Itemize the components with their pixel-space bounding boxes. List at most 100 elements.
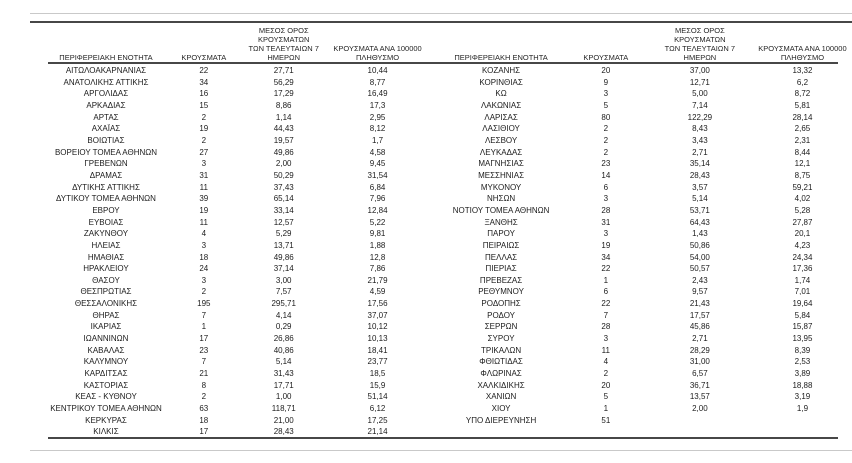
- table-row: ΣΥΡΟΥ 3 2,71 13,95: [437, 333, 852, 345]
- region-cell: ΒΟΡΕΙΟΥ ΤΟΜΕΑ ΑΘΗΝΩΝ: [54, 147, 157, 157]
- cases-cell: 6: [603, 182, 609, 192]
- region-cell: ΚΙΛΚΙΣ: [93, 427, 119, 437]
- avg7-cell: 9,57: [692, 287, 708, 297]
- table-row: ΕΥΒΟΙΑΣ 11 12,57 5,22: [48, 217, 431, 229]
- table-row: ΚΕΡΚΥΡΑΣ 18 21,00 17,25: [48, 415, 431, 427]
- avg7-cell: 44,43: [273, 124, 294, 134]
- avg7-cell: 8,43: [692, 124, 708, 134]
- region-cell: ΒΟΙΩΤΙΑΣ: [87, 135, 125, 145]
- per100k-cell: 18,41: [367, 345, 388, 355]
- table-row: ΠΙΕΡΙΑΣ 22 50,57 17,36: [437, 263, 852, 275]
- avg7-cell: 26,86: [273, 334, 294, 344]
- cases-cell: 2: [603, 135, 609, 145]
- table-row: ΝΗΣΩΝ 3 5,14 4,02: [437, 193, 852, 205]
- avg7-cell: 5,14: [692, 194, 708, 204]
- cases-cell: 5: [603, 100, 609, 110]
- avg7-cell: 31,00: [689, 357, 710, 367]
- avg7-cell: 27,71: [273, 66, 294, 75]
- cases-cell: 34: [601, 252, 611, 262]
- avg7-cell: 13,71: [273, 240, 294, 250]
- cases-cell: 21: [199, 369, 209, 379]
- table-header-right: ΠΕΡΙΦΕΡΕΙΑΚΗ ΕΝΟΤΗΤΑ ΚΡΟΥΣΜΑΤΑ ΜΕΣΟΣ ΟΡΟ…: [437, 26, 852, 65]
- per100k-cell: 4,59: [369, 287, 386, 297]
- region-cell: ΙΚΑΡΙΑΣ: [90, 322, 122, 332]
- region-cell: ΑΧΑΪΑΣ: [91, 124, 121, 134]
- avg7-cell: 36,71: [689, 380, 710, 390]
- region-cell: ΛΑΡΙΣΑΣ: [484, 112, 518, 122]
- per100k-cell: 9,45: [369, 159, 386, 169]
- region-cell: ΚΑΛΥΜΝΟΥ: [83, 357, 129, 367]
- avg7-cell: 17,71: [273, 380, 294, 390]
- region-cell: ΛΕΥΚΑΔΑΣ: [479, 147, 523, 157]
- region-cell: ΡΟΔΟΥ: [487, 310, 516, 320]
- table-row: ΓΡΕΒΕΝΩΝ 3 2,00 9,45: [48, 158, 431, 170]
- cases-cell: 31: [601, 217, 611, 227]
- region-cell: ΚΕΡΚΥΡΑΣ: [85, 415, 127, 425]
- cases-cell: 24: [199, 264, 209, 274]
- region-cell: ΜΑΓΝΗΣΙΑΣ: [478, 159, 524, 169]
- table-row: ΜΕΣΣΗΝΙΑΣ 14 28,43 8,75: [437, 170, 852, 182]
- cases-cell: 7: [201, 310, 207, 320]
- table-row: ΙΩΑΝΝΙΝΩΝ 17 26,86 10,13: [48, 333, 431, 345]
- avg7-cell: 2,71: [692, 147, 708, 157]
- cases-cell: 19: [199, 124, 209, 134]
- avg7-cell: 118,71: [271, 404, 296, 414]
- avg7-cell: 50,29: [273, 170, 294, 180]
- table-body-right: ΚΟΖΑΝΗΣ 20 37,00 13,32 ΚΟΡΙΝΘΙΑΣ 9 12,71 6,2 ΚΩ 3…: [437, 65, 852, 426]
- cases-cell: 3: [201, 240, 207, 250]
- region-cell: ΖΑΚΥΝΘΟΥ: [83, 229, 129, 239]
- table-row: ΠΕΛΛΑΣ 34 54,00 24,34: [437, 252, 852, 264]
- col-header-per100k: ΚΡΟΥΣΜΑΤΑ ΑΝΑ 100000 ΠΛΗΘΥΣΜΟ: [758, 44, 847, 62]
- col-header-avg7: ΜΕΣΟΣ ΟΡΟΣ ΚΡΟΥΣΜΑΤΩΝ ΤΩΝ ΤΕΛΕΥΤΑΙΩΝ 7 Η…: [248, 26, 319, 62]
- region-cell: ΣΕΡΡΩΝ: [484, 322, 518, 332]
- table-row: ΜΑΓΝΗΣΙΑΣ 23 35,14 12,1: [437, 158, 852, 170]
- region-cell: ΥΠΟ ΔΙΕΡΕΥΝΗΣΗ: [465, 415, 537, 425]
- per100k-cell: 16,49: [367, 89, 388, 99]
- per100k-cell: 4,23: [794, 240, 811, 250]
- avg7-cell: 2,43: [692, 275, 708, 285]
- avg7-cell: 1,00: [275, 392, 292, 402]
- cases-cell: 63: [199, 404, 209, 414]
- per100k-cell: 2,31: [794, 135, 811, 145]
- cases-cell: 19: [199, 205, 209, 215]
- cases-cell: 2: [603, 124, 609, 134]
- region-cell: ΓΡΕΒΕΝΩΝ: [84, 159, 128, 169]
- avg7-cell: [647, 415, 753, 427]
- cases-cell: 5: [603, 392, 609, 402]
- col-header-cases: ΚΡΟΥΣΜΑΤΑ: [181, 53, 227, 62]
- per100k-cell: 4,02: [794, 194, 811, 204]
- avg7-cell: 64,43: [689, 217, 710, 227]
- cases-cell: 17: [199, 334, 209, 344]
- cases-cell: 34: [199, 77, 209, 87]
- cases-cell: 11: [601, 345, 610, 355]
- region-cell: ΚΟΡΙΝΘΙΑΣ: [479, 77, 523, 87]
- per100k-cell: 17,25: [367, 415, 388, 425]
- avg7-cell: 28,29: [689, 345, 710, 355]
- cases-cell: 22: [601, 264, 611, 274]
- table-row: ΗΛΕΙΑΣ 3 13,71 1,88: [48, 240, 431, 252]
- table-row: ΙΚΑΡΙΑΣ 1 0,29 10,12: [48, 321, 431, 333]
- avg7-cell: 122,29: [687, 112, 713, 122]
- cases-cell: 2: [201, 135, 207, 145]
- per100k-cell: 9,81: [369, 229, 386, 239]
- cases-cell: 28: [601, 322, 611, 332]
- region-cell: ΞΑΝΘΗΣ: [484, 217, 518, 227]
- table-row: ΔΥΤΙΚΟΥ ΤΟΜΕΑ ΑΘΗΝΩΝ 39 65,14 7,96: [48, 193, 431, 205]
- cases-cell: 22: [199, 66, 209, 75]
- per100k-cell: 7,01: [794, 287, 811, 297]
- avg7-cell: 3,57: [692, 182, 708, 192]
- table-row: ΒΟΡΕΙΟΥ ΤΟΜΕΑ ΑΘΗΝΩΝ 27 49,86 4,58: [48, 147, 431, 159]
- per100k-cell: 15,87: [792, 322, 813, 332]
- region-cell: ΛΑΚΩΝΙΑΣ: [480, 100, 522, 110]
- region-cell: ΧΑΛΚΙΔΙΚΗΣ: [477, 380, 525, 390]
- avg7-cell: 8,86: [275, 100, 292, 110]
- region-cell: ΘΕΣΠΡΩΤΙΑΣ: [80, 287, 132, 297]
- per100k-cell: 12,8: [369, 252, 386, 262]
- col-header-per100k: ΚΡΟΥΣΜΑΤΑ ΑΝΑ 100000 ΠΛΗΘΥΣΜΟ: [333, 44, 422, 62]
- table-row: ΖΑΚΥΝΘΟΥ 4 5,29 9,81: [48, 228, 431, 240]
- per100k-cell: 17,36: [792, 264, 813, 274]
- cases-cell: 2: [603, 369, 609, 379]
- table-row: ΛΑΚΩΝΙΑΣ 5 7,14 5,81: [437, 100, 852, 112]
- table-row: ΗΡΑΚΛΕΙΟΥ 24 37,14 7,86: [48, 263, 431, 275]
- cases-cell: 3: [603, 194, 609, 204]
